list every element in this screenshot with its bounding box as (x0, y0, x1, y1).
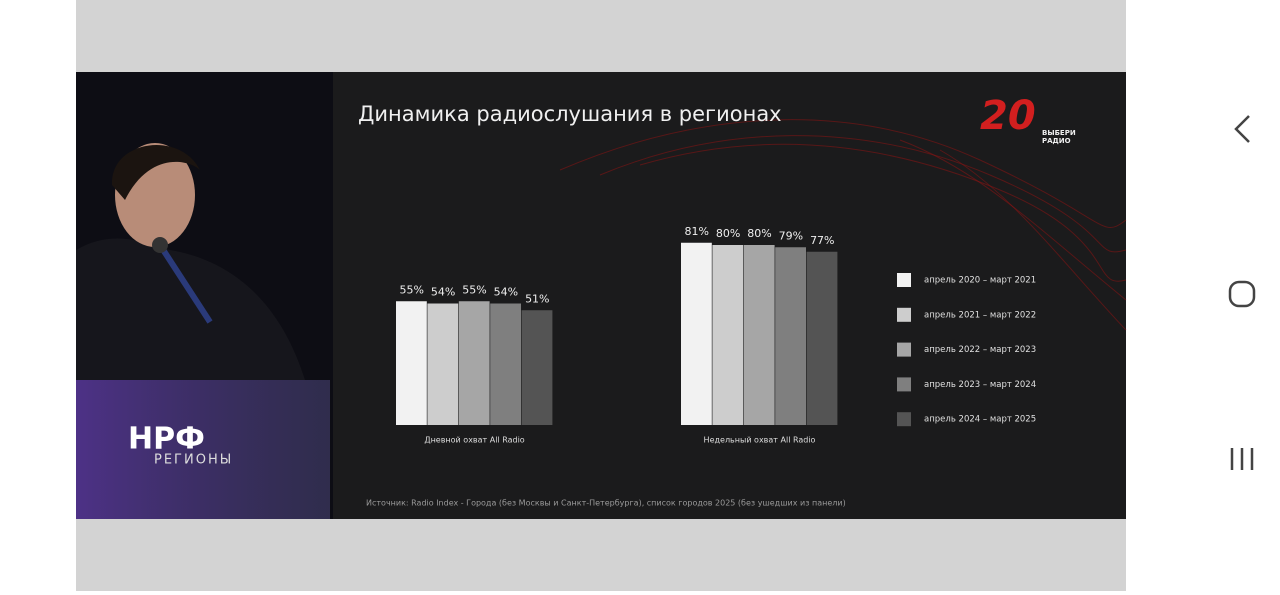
value-label: 51% (525, 292, 549, 305)
legend-label: апрель 2020 – март 2021 (924, 276, 1036, 286)
value-label: 55% (462, 283, 486, 296)
legend-label: апрель 2022 – март 2023 (924, 345, 1036, 355)
legend-swatch (897, 273, 911, 287)
speaker (76, 143, 305, 380)
podium: НРФ РЕГИОНЫ (76, 380, 330, 519)
logo-text: РАДИО (1042, 137, 1071, 145)
bar (521, 310, 553, 425)
x-tick-label: Недельный охват All Radio (704, 436, 816, 445)
bar (681, 242, 712, 425)
source-note: Источник: Radio Index - Города (без Моск… (366, 499, 846, 508)
podium-brand: НРФ (128, 422, 205, 457)
value-label: 54% (431, 286, 455, 299)
bar (458, 301, 490, 425)
bar (806, 251, 838, 425)
podium-subtitle: РЕГИОНЫ (154, 453, 233, 468)
legend-swatch (897, 377, 911, 392)
bar (427, 303, 459, 425)
bar (712, 245, 744, 425)
legend-swatch (897, 307, 911, 322)
value-label: 54% (494, 286, 518, 299)
nav-home[interactable] (1228, 280, 1256, 308)
slide-waves (559, 119, 1127, 331)
value-label: 81% (684, 225, 708, 238)
bar (490, 303, 521, 425)
bar (396, 301, 427, 425)
value-label: 79% (779, 229, 803, 242)
value-label: 80% (747, 227, 771, 240)
value-label: 77% (810, 234, 834, 247)
logo-number: 20 (980, 93, 1036, 139)
legend-label: апрель 2023 – март 2024 (924, 380, 1036, 390)
legend-label: апрель 2024 – март 2025 (924, 415, 1036, 425)
value-label: 80% (716, 227, 740, 240)
legend-swatch (897, 342, 911, 357)
bar (743, 245, 775, 425)
nav-back[interactable] (1234, 115, 1250, 143)
x-tick-label: Дневной охват All Radio (424, 436, 524, 445)
legend-label: апрель 2021 – март 2022 (924, 310, 1036, 320)
value-label: 55% (399, 283, 423, 296)
legend-swatch (897, 412, 911, 427)
logo-text: ВЫБЕРИ (1042, 129, 1076, 137)
chart-title: Динамика радиослушания в регионах (358, 102, 782, 126)
bar (775, 247, 806, 425)
nav-recent[interactable] (1230, 448, 1254, 470)
